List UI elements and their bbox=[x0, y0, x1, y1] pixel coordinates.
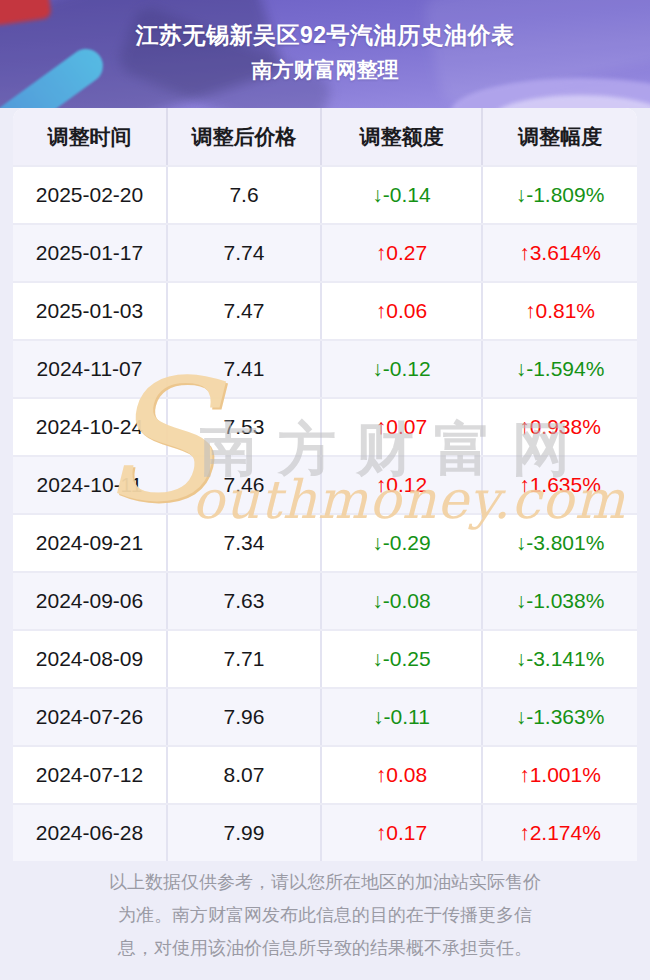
date-cell: 2025-02-20 bbox=[13, 167, 168, 223]
date-cell: 2024-07-12 bbox=[13, 747, 168, 803]
column-header-change: 调整额度 bbox=[322, 108, 483, 165]
table-row: 2024-10-24 7.53 ↑0.07 ↑0.938% bbox=[13, 397, 637, 455]
date-cell: 2024-08-09 bbox=[13, 631, 168, 687]
price-cell: 7.96 bbox=[168, 689, 322, 745]
date-cell: 2024-07-26 bbox=[13, 689, 168, 745]
date-cell: 2025-01-03 bbox=[13, 283, 168, 339]
hero-banner: 江苏无锡新吴区92号汽油历史油价表 南方财富网整理 bbox=[0, 0, 650, 108]
disclaimer-line: 息，对使用该油价信息所导致的结果概不承担责任。 bbox=[40, 932, 610, 965]
table-row: 2025-01-03 7.47 ↑0.06 ↑0.81% bbox=[13, 281, 637, 339]
change-cell: ↑0.08 bbox=[322, 747, 483, 803]
price-cell: 7.71 bbox=[168, 631, 322, 687]
date-cell: 2024-11-07 bbox=[13, 341, 168, 397]
percent-cell: ↑0.938% bbox=[483, 399, 637, 455]
change-cell: ↑0.17 bbox=[322, 805, 483, 861]
table-row: 2025-02-20 7.6 ↓-0.14 ↓-1.809% bbox=[13, 165, 637, 223]
table-row: 2024-10-11 7.46 ↑0.12 ↑1.635% bbox=[13, 455, 637, 513]
date-cell: 2024-10-24 bbox=[13, 399, 168, 455]
table-row: 2024-07-12 8.07 ↑0.08 ↑1.001% bbox=[13, 745, 637, 803]
column-header-price: 调整后价格 bbox=[168, 108, 322, 165]
date-cell: 2024-09-21 bbox=[13, 515, 168, 571]
change-cell: ↑0.07 bbox=[322, 399, 483, 455]
change-cell: ↓-0.29 bbox=[322, 515, 483, 571]
table-row: 2024-09-21 7.34 ↓-0.29 ↓-3.801% bbox=[13, 513, 637, 571]
price-cell: 8.07 bbox=[168, 747, 322, 803]
disclaimer-text: 以上数据仅供参考，请以您所在地区的加油站实际售价 为准。南方财富网发布此信息的目… bbox=[40, 866, 610, 965]
percent-cell: ↓-1.038% bbox=[483, 573, 637, 629]
date-cell: 2024-09-06 bbox=[13, 573, 168, 629]
price-cell: 7.6 bbox=[168, 167, 322, 223]
date-cell: 2024-06-28 bbox=[13, 805, 168, 861]
change-cell: ↓-0.14 bbox=[322, 167, 483, 223]
table-row: 2024-09-06 7.63 ↓-0.08 ↓-1.038% bbox=[13, 571, 637, 629]
price-table-body: 2025-02-20 7.6 ↓-0.14 ↓-1.809% 2025-01-1… bbox=[13, 165, 637, 861]
date-cell: 2024-10-11 bbox=[13, 457, 168, 513]
price-cell: 7.46 bbox=[168, 457, 322, 513]
percent-cell: ↑0.81% bbox=[483, 283, 637, 339]
change-cell: ↓-0.25 bbox=[322, 631, 483, 687]
table-header-row: 调整时间 调整后价格 调整额度 调整幅度 bbox=[13, 108, 637, 165]
change-cell: ↓-0.11 bbox=[322, 689, 483, 745]
page: { "header": { "title": "江苏无锡新吴区92号汽油历史油价… bbox=[0, 0, 650, 980]
percent-cell: ↓-1.809% bbox=[483, 167, 637, 223]
price-cell: 7.99 bbox=[168, 805, 322, 861]
percent-cell: ↑1.001% bbox=[483, 747, 637, 803]
disclaimer-line: 以上数据仅供参考，请以您所在地区的加油站实际售价 bbox=[40, 866, 610, 899]
price-cell: 7.74 bbox=[168, 225, 322, 281]
table-row: 2024-07-26 7.96 ↓-0.11 ↓-1.363% bbox=[13, 687, 637, 745]
table-row: 2024-06-28 7.99 ↑0.17 ↑2.174% bbox=[13, 803, 637, 861]
page-subtitle: 南方财富网整理 bbox=[0, 56, 650, 84]
column-header-time: 调整时间 bbox=[13, 108, 168, 165]
table-row: 2024-11-07 7.41 ↓-0.12 ↓-1.594% bbox=[13, 339, 637, 397]
date-cell: 2025-01-17 bbox=[13, 225, 168, 281]
disclaimer-line: 为准。南方财富网发布此信息的目的在于传播更多信 bbox=[40, 899, 610, 932]
percent-cell: ↑1.635% bbox=[483, 457, 637, 513]
percent-cell: ↓-1.594% bbox=[483, 341, 637, 397]
change-cell: ↓-0.12 bbox=[322, 341, 483, 397]
column-header-percent: 调整幅度 bbox=[483, 108, 637, 165]
price-cell: 7.63 bbox=[168, 573, 322, 629]
price-cell: 7.34 bbox=[168, 515, 322, 571]
percent-cell: ↑2.174% bbox=[483, 805, 637, 861]
price-cell: 7.53 bbox=[168, 399, 322, 455]
percent-cell: ↓-3.141% bbox=[483, 631, 637, 687]
change-cell: ↑0.27 bbox=[322, 225, 483, 281]
page-title: 江苏无锡新吴区92号汽油历史油价表 bbox=[0, 20, 650, 51]
change-cell: ↑0.12 bbox=[322, 457, 483, 513]
price-cell: 7.47 bbox=[168, 283, 322, 339]
table-row: 2024-08-09 7.71 ↓-0.25 ↓-3.141% bbox=[13, 629, 637, 687]
table-row: 2025-01-17 7.74 ↑0.27 ↑3.614% bbox=[13, 223, 637, 281]
price-cell: 7.41 bbox=[168, 341, 322, 397]
percent-cell: ↓-1.363% bbox=[483, 689, 637, 745]
price-table: 调整时间 调整后价格 调整额度 调整幅度 2025-02-20 7.6 ↓-0.… bbox=[13, 108, 637, 861]
change-cell: ↑0.06 bbox=[322, 283, 483, 339]
percent-cell: ↑3.614% bbox=[483, 225, 637, 281]
percent-cell: ↓-3.801% bbox=[483, 515, 637, 571]
change-cell: ↓-0.08 bbox=[322, 573, 483, 629]
